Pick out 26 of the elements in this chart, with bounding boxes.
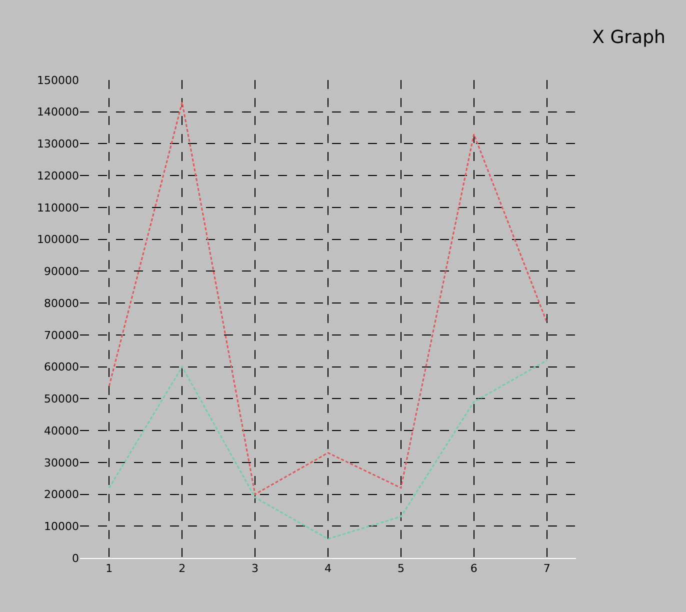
- y-tick-label: 50000: [44, 392, 79, 406]
- line-series: [108, 102, 548, 496]
- y-tick-label: 150000: [37, 74, 79, 87]
- y-tick-label: 10000: [44, 520, 79, 533]
- line-series: [108, 360, 548, 540]
- y-tick-label: 90000: [44, 265, 79, 278]
- y-tick-label: 100000: [37, 233, 79, 246]
- text: X Graph: [592, 27, 666, 48]
- y-tick-label: 40000: [44, 424, 79, 438]
- y-tick-label: 130000: [37, 138, 79, 151]
- y-tick-label: 30000: [44, 456, 79, 470]
- y-tick-label: 80000: [44, 296, 79, 310]
- y-tick-label: 70000: [44, 328, 79, 342]
- y-tick-label: 0: [72, 552, 79, 565]
- y-tick-label: 120000: [37, 169, 79, 182]
- x-tick-label: 3: [252, 562, 259, 576]
- y-tick-label: 140000: [37, 106, 79, 119]
- x-tick-label: 6: [470, 562, 478, 576]
- x-tick-label: 2: [178, 562, 186, 576]
- x-tick-label: 4: [324, 562, 332, 576]
- x-tick-label: 1: [106, 562, 113, 576]
- y-tick-label: 20000: [44, 488, 79, 502]
- y-tick-label: 110000: [37, 201, 79, 214]
- x-tick-label: 7: [543, 562, 550, 576]
- y-tick-label: 60000: [44, 360, 79, 374]
- x-tick-label: 5: [397, 562, 404, 576]
